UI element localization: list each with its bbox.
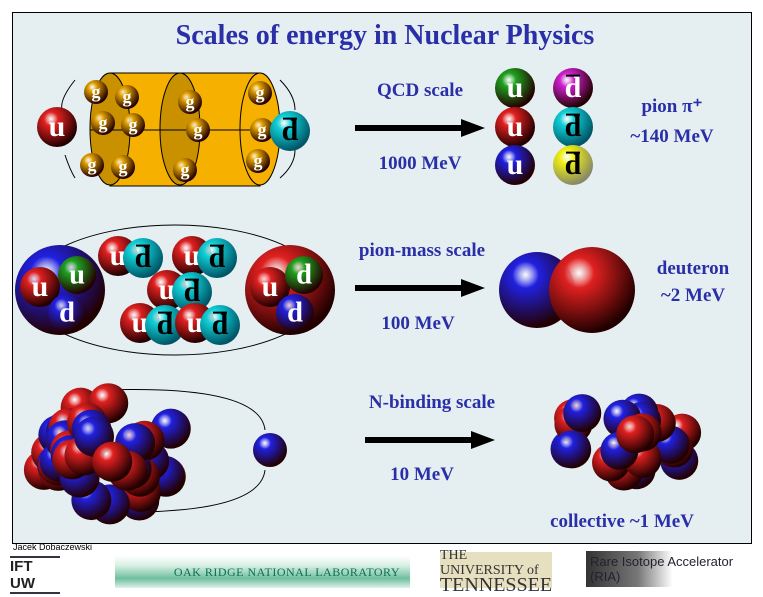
svg-text:u: u: [262, 270, 279, 303]
author-name: Jacek Dobaczewski: [13, 542, 93, 552]
pion-anti-down-quark: d: [553, 145, 593, 185]
svg-text:d: d: [296, 260, 312, 291]
gluon: g: [248, 81, 272, 105]
pion-anti-down-quark: d: [553, 68, 593, 108]
svg-text:u: u: [187, 306, 204, 339]
svg-text:d: d: [184, 275, 201, 308]
pion-anti-down-quark: d: [172, 272, 212, 312]
gluon: g: [80, 153, 104, 177]
n-binding-scale-label: N-binding scale: [368, 392, 496, 413]
deuteron-energy-label: ~2 MeV: [660, 285, 726, 306]
gluon: g: [178, 90, 202, 114]
pion-mass-scale-label: pion-mass scale: [358, 240, 486, 261]
svg-text:g: g: [119, 156, 128, 176]
utk-logo: THE UNIVERSITY of TENNESSEE: [440, 548, 552, 595]
neutron: [563, 394, 602, 433]
ift-uw-logo: IFT UW: [10, 556, 60, 594]
svg-text:d: d: [565, 71, 582, 104]
svg-text:u: u: [507, 148, 524, 181]
neutron: [553, 430, 592, 469]
utk-logo-line1: THE UNIVERSITY of: [440, 547, 539, 578]
gluon: g: [186, 118, 210, 142]
gluon: g: [115, 85, 139, 109]
heavy-nucleus: [23, 383, 191, 525]
n-binding-arrow: [365, 431, 495, 449]
gluon: g: [173, 158, 197, 182]
deuteron-proton: [549, 247, 635, 333]
up-quark: u: [20, 267, 60, 307]
pion-mass-arrow: [355, 279, 485, 297]
svg-text:g: g: [256, 82, 265, 102]
svg-text:g: g: [129, 114, 138, 134]
up-quark: u: [250, 267, 290, 307]
down-quark: d: [285, 256, 323, 294]
svg-text:u: u: [184, 239, 201, 272]
svg-text:g: g: [99, 112, 108, 132]
qcd-arrow: [355, 119, 485, 137]
svg-text:g: g: [123, 86, 132, 106]
gluon: g: [246, 149, 270, 173]
down-quark: d: [276, 294, 314, 332]
gluon: g: [250, 118, 274, 142]
svg-text:g: g: [258, 119, 267, 139]
svg-text:d: d: [157, 308, 174, 341]
n-binding-energy-label: 10 MeV: [390, 464, 454, 485]
deuteron-label: deuteron: [656, 258, 730, 279]
svg-text:d: d: [282, 114, 299, 147]
gluon: g: [111, 155, 135, 179]
pion-anti-down-quark: d: [200, 305, 240, 345]
pion-energy-label: ~140 MeV: [630, 126, 714, 147]
svg-text:d: d: [565, 148, 582, 181]
up-quark: u: [37, 107, 77, 147]
pion-up-quark: u: [495, 68, 535, 108]
svg-text:g: g: [181, 159, 190, 179]
pion-anti-down-quark: d: [123, 238, 163, 278]
svg-text:u: u: [132, 306, 149, 339]
gluon: g: [121, 113, 145, 137]
pion-anti-down-quark: d: [553, 107, 593, 147]
svg-text:g: g: [186, 91, 195, 111]
pion-anti-down-quark: d: [145, 305, 185, 345]
pion-mass-energy-label: 100 MeV: [381, 313, 455, 334]
pion-anti-down-quark: d: [197, 238, 237, 278]
qcd-energy-label: 1000 MeV: [378, 153, 462, 174]
pion-up-quark: u: [495, 145, 535, 185]
svg-text:u: u: [159, 273, 176, 306]
svg-text:d: d: [209, 241, 226, 274]
svg-text:g: g: [88, 154, 97, 174]
svg-text:u: u: [32, 270, 49, 303]
svg-text:u: u: [507, 71, 524, 104]
down-quark: d: [48, 294, 86, 332]
svg-text:u: u: [110, 239, 127, 272]
svg-text:g: g: [194, 119, 203, 139]
svg-text:u: u: [49, 110, 66, 143]
slide-title: Scales of energy in Nuclear Physics: [175, 20, 595, 51]
proton: [92, 441, 133, 482]
ornl-logo: OAK RIDGE NATIONAL LABORATORY: [115, 556, 410, 588]
svg-text:d: d: [135, 241, 152, 274]
svg-text:d: d: [565, 110, 582, 143]
proton: [616, 415, 655, 454]
ria-logo: Rare Isotope Accelerator (RIA): [586, 551, 759, 587]
collective-nucleus: [550, 393, 702, 491]
svg-text:u: u: [69, 260, 85, 291]
svg-text:d: d: [287, 298, 303, 329]
emitted-neutron: [253, 433, 287, 467]
pion-up-quark: u: [495, 107, 535, 147]
up-quark: u: [58, 256, 96, 294]
pion-label: pion π⁺: [641, 96, 703, 117]
gluon: g: [84, 80, 108, 104]
qcd-scale-label: QCD scale: [376, 80, 464, 101]
svg-text:d: d: [59, 298, 75, 329]
gluon: g: [91, 111, 115, 135]
svg-text:u: u: [507, 110, 524, 143]
anti-down-quark: d: [270, 111, 310, 151]
svg-text:d: d: [212, 308, 229, 341]
svg-text:g: g: [92, 81, 101, 101]
svg-text:g: g: [254, 150, 263, 170]
utk-logo-line2: TENNESSEE: [439, 573, 553, 596]
collective-label: collective ~1 MeV: [550, 511, 694, 532]
